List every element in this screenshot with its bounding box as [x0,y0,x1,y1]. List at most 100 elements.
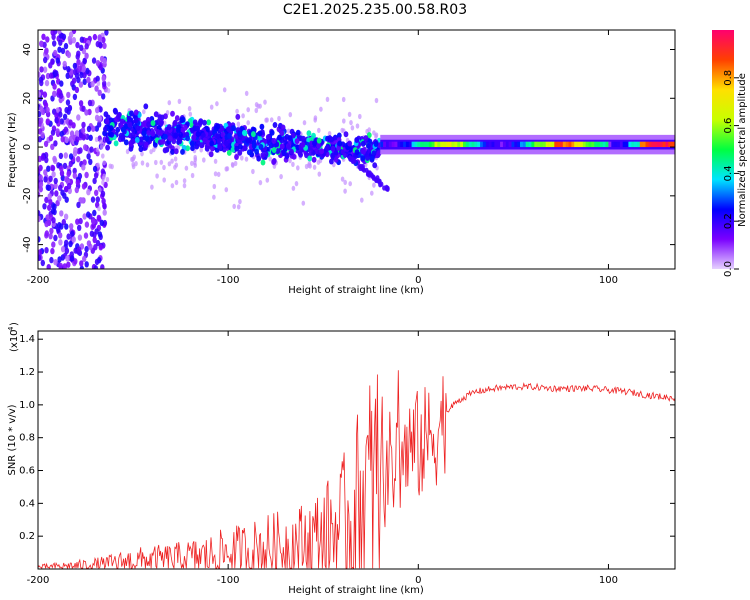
snr-xlabel: Height of straight line (km) [288,585,424,596]
heat-cell [240,155,244,161]
heat-cell [197,119,203,126]
heat-cell [246,107,250,113]
heat-cell [233,160,238,167]
heat-cell [254,107,259,114]
heat-cell [48,175,53,182]
heat-cell [87,99,93,107]
heat-cell [162,177,166,183]
heat-cell [277,134,282,141]
heat-cell [304,163,309,170]
heat-cell [142,109,146,115]
heat-cell [44,220,49,228]
heat-cell [46,264,51,269]
heat-cell [265,134,271,141]
heat-cell [64,106,69,114]
heat-cell [89,146,94,153]
carrier-cell [505,141,509,148]
heat-cell [251,142,257,149]
carrier-cell [528,141,532,148]
heat-cell [120,126,126,133]
heat-cell [362,167,367,173]
heat-cell [306,130,312,137]
heat-cell [336,132,342,139]
heat-cell [329,158,334,165]
heat-cell [50,143,55,150]
heat-cell [54,70,59,77]
colorbar-tick-label: 0.4 [723,165,734,181]
heat-cell [103,126,108,133]
heat-cell [53,182,58,189]
carrier-cell [514,141,518,148]
heat-cell [369,155,375,162]
heat-cell [68,153,74,160]
heat-cell [130,138,136,145]
heat-cell [244,156,249,162]
heat-cell [363,135,369,142]
carrier-cell [545,141,549,148]
heat-cell [153,111,159,118]
heat-cell [174,162,179,168]
heat-cell [91,125,96,132]
heat-cell [60,136,65,143]
carrier-cell [622,141,626,148]
heat-cell [349,120,353,126]
heat-cell [98,115,103,121]
heat-cell [304,152,309,159]
heat-cell [72,167,77,175]
heat-cell [235,108,239,114]
snr-xtick-label: -200 [27,575,50,586]
heat-cell [325,96,330,102]
carrier-cell [491,141,495,148]
heat-cell [199,147,203,153]
heat-cell [55,128,60,135]
heat-cell [90,80,95,88]
heat-cell [377,178,382,184]
heat-cell [173,156,178,162]
heat-cell [71,77,77,84]
heat-cell [294,181,299,187]
heat-cell [372,182,376,188]
heat-cell [101,36,106,44]
carrier-cell [451,141,455,148]
heat-cell [59,80,64,87]
heat-cell [70,230,75,237]
heat-cell [58,262,63,269]
heat-cell [192,119,198,126]
heat-cell [131,161,135,167]
heat-cell [75,53,80,60]
heat-cell [44,196,49,204]
heat-cell [238,143,243,150]
heat-cell [67,187,73,195]
heat-cell [123,139,129,146]
heat-cell [347,155,352,161]
carrier-cell [659,141,663,148]
heat-cell [95,107,100,114]
carrier-cell [617,141,621,148]
heat-cell [316,142,322,149]
carrier-cell [457,141,461,148]
heat-cell [155,173,159,179]
carrier-cell [434,141,438,148]
carrier-cell [511,141,515,148]
heat-cell [325,145,330,151]
heat-cell [281,150,287,157]
heat-cell [50,165,56,172]
heat-cell [40,154,46,161]
carrier-cell [425,141,430,148]
heat-cell [59,130,64,138]
heat-cell [64,223,69,230]
heat-cell [63,213,69,220]
heat-cell [49,72,54,79]
heat-cell [232,203,236,209]
heat-cell [42,91,48,98]
heat-cell [173,148,179,155]
carrier-cell [391,141,395,148]
heat-cell [182,124,188,131]
heat-cell [57,195,62,202]
heat-cell [291,153,297,160]
heat-cell [66,170,71,178]
carrier-cell [500,141,504,148]
heat-cell [275,148,281,155]
heat-cell [81,164,86,171]
